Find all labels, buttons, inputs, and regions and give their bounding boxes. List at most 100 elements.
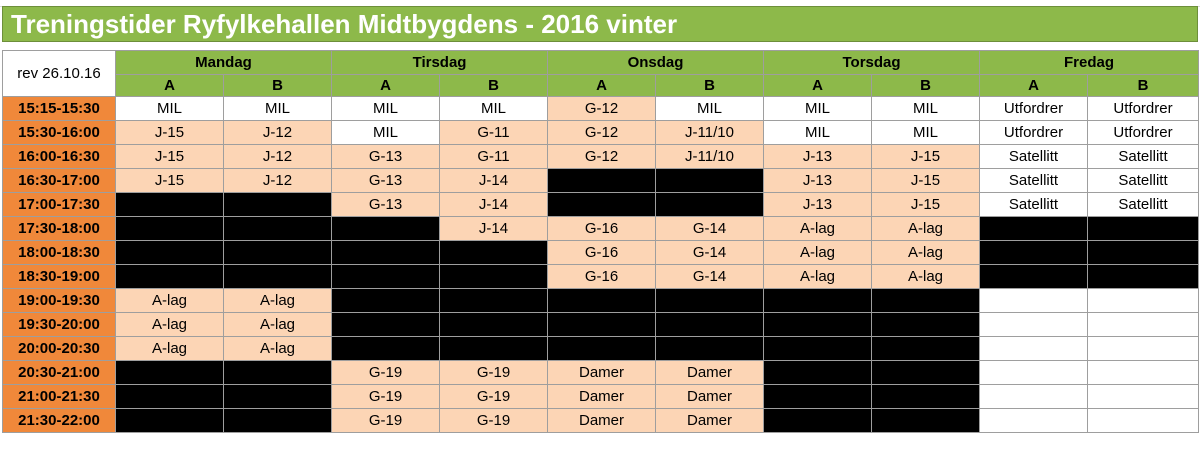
schedule-cell[interactable]: Damer: [655, 384, 765, 409]
schedule-cell[interactable]: Staal A-lag: [439, 312, 549, 337]
sub-header-b[interactable]: B: [222, 74, 333, 97]
sub-header-a[interactable]: A: [115, 74, 224, 97]
schedule-cell[interactable]: Staal A-lag: [979, 240, 1089, 265]
schedule-cell[interactable]: [1087, 312, 1200, 337]
schedule-cell[interactable]: Damer: [655, 360, 765, 385]
schedule-cell[interactable]: Staal JR-lag: [115, 408, 224, 433]
time-slot-cell[interactable]: 19:30-20:00: [2, 312, 116, 337]
schedule-cell[interactable]: MIL: [439, 96, 549, 121]
schedule-cell[interactable]: MIL: [655, 96, 765, 121]
schedule-cell[interactable]: Staal A-lag: [222, 192, 333, 217]
schedule-cell[interactable]: G-14: [655, 216, 765, 241]
day-header-onsdag[interactable]: Onsdag: [547, 50, 765, 75]
schedule-cell[interactable]: Staal Damer: [331, 264, 441, 289]
schedule-cell[interactable]: Staal A-lag: [439, 336, 549, 361]
sub-header-a[interactable]: A: [547, 74, 657, 97]
time-slot-cell[interactable]: 17:00-17:30: [2, 192, 116, 217]
schedule-cell[interactable]: G-19: [331, 360, 441, 385]
schedule-cell[interactable]: Staal JR-lag: [222, 360, 333, 385]
time-slot-cell[interactable]: 16:30-17:00: [2, 168, 116, 193]
schedule-cell[interactable]: J-15: [115, 144, 224, 169]
schedule-cell[interactable]: Staal A-lag: [1087, 216, 1200, 241]
schedule-cell[interactable]: A-lag: [115, 288, 224, 313]
schedule-cell[interactable]: Staal A-lag: [763, 336, 873, 361]
schedule-cell[interactable]: Utfordrer: [1087, 96, 1200, 121]
time-slot-cell[interactable]: 21:00-21:30: [2, 384, 116, 409]
schedule-cell[interactable]: Staal A-lag: [763, 288, 873, 313]
schedule-cell[interactable]: Staal JR-lag: [763, 360, 873, 385]
schedule-cell[interactable]: Satellitt: [1087, 168, 1200, 193]
schedule-cell[interactable]: MIL: [222, 96, 333, 121]
schedule-cell[interactable]: A-lag: [763, 216, 873, 241]
time-slot-cell[interactable]: 19:00-19:30: [2, 288, 116, 313]
sheet-title[interactable]: Treningstider Ryfylkehallen Midtbygdens …: [2, 6, 1198, 42]
schedule-cell[interactable]: Staal A-lag: [871, 336, 981, 361]
schedule-cell[interactable]: Staal A-lag: [115, 216, 224, 241]
schedule-cell[interactable]: Staal A-lag: [115, 192, 224, 217]
schedule-cell[interactable]: J-11/10: [655, 120, 765, 145]
schedule-cell[interactable]: [979, 336, 1089, 361]
time-slot-cell[interactable]: 17:30-18:00: [2, 216, 116, 241]
schedule-cell[interactable]: G-12: [547, 96, 657, 121]
schedule-cell[interactable]: Staal JR-lag: [115, 360, 224, 385]
schedule-cell[interactable]: A-lag: [222, 336, 333, 361]
schedule-cell[interactable]: MIL: [871, 96, 981, 121]
schedule-cell[interactable]: G-19: [439, 384, 549, 409]
sub-header-b[interactable]: B: [439, 74, 549, 97]
schedule-cell[interactable]: A-lag: [222, 288, 333, 313]
schedule-cell[interactable]: J-15: [115, 120, 224, 145]
schedule-cell[interactable]: G-12: [547, 144, 657, 169]
schedule-cell[interactable]: A-lag: [115, 312, 224, 337]
day-header-fredag[interactable]: Fredag: [979, 50, 1200, 75]
schedule-cell[interactable]: Staal G-16: [547, 192, 657, 217]
schedule-cell[interactable]: Staal Damer: [655, 336, 765, 361]
schedule-cell[interactable]: A-lag: [871, 264, 981, 289]
schedule-cell[interactable]: J-15: [871, 144, 981, 169]
schedule-cell[interactable]: A-lag: [871, 240, 981, 265]
schedule-cell[interactable]: Satellitt: [979, 192, 1089, 217]
schedule-cell[interactable]: Staal A-lag: [871, 288, 981, 313]
schedule-cell[interactable]: [979, 288, 1089, 313]
schedule-cell[interactable]: J-11/10: [655, 144, 765, 169]
time-slot-cell[interactable]: 21:30-22:00: [2, 408, 116, 433]
schedule-cell[interactable]: Staal JR-lag: [763, 408, 873, 433]
schedule-cell[interactable]: Staal A-lag: [331, 312, 441, 337]
schedule-cell[interactable]: Staal A-lag: [222, 240, 333, 265]
time-slot-cell[interactable]: 15:30-16:00: [2, 120, 116, 145]
schedule-cell[interactable]: Staal Damer: [547, 312, 657, 337]
schedule-cell[interactable]: Staal A-lag: [331, 288, 441, 313]
schedule-cell[interactable]: J-14: [439, 168, 549, 193]
schedule-cell[interactable]: G-14: [655, 264, 765, 289]
schedule-cell[interactable]: J-15: [871, 192, 981, 217]
day-header-torsdag[interactable]: Torsdag: [763, 50, 981, 75]
schedule-cell[interactable]: A-lag: [871, 216, 981, 241]
schedule-cell[interactable]: Staal JR-lag: [222, 384, 333, 409]
schedule-cell[interactable]: MIL: [763, 120, 873, 145]
schedule-cell[interactable]: Staal A-lag: [763, 312, 873, 337]
schedule-cell[interactable]: Staal Damer: [655, 312, 765, 337]
schedule-cell[interactable]: Damer: [547, 360, 657, 385]
schedule-cell[interactable]: J-12: [222, 168, 333, 193]
schedule-cell[interactable]: Staal Damer: [331, 240, 441, 265]
schedule-cell[interactable]: Satellitt: [979, 168, 1089, 193]
schedule-cell[interactable]: Utfordrer: [979, 120, 1089, 145]
schedule-cell[interactable]: J-12: [222, 120, 333, 145]
schedule-cell[interactable]: J-13: [763, 192, 873, 217]
schedule-cell[interactable]: J-12: [222, 144, 333, 169]
schedule-cell[interactable]: MIL: [115, 96, 224, 121]
schedule-cell[interactable]: Utfordrer: [1087, 120, 1200, 145]
schedule-cell[interactable]: [979, 384, 1089, 409]
day-header-mandag[interactable]: Mandag: [114, 50, 333, 75]
schedule-cell[interactable]: [979, 408, 1089, 433]
sub-header-b[interactable]: B: [871, 74, 981, 97]
sub-header-a[interactable]: A: [763, 74, 873, 97]
sub-header-b[interactable]: B: [1087, 74, 1200, 97]
schedule-cell[interactable]: Staal Damer: [331, 216, 441, 241]
schedule-cell[interactable]: MIL: [871, 120, 981, 145]
schedule-cell[interactable]: G-13: [331, 192, 441, 217]
sub-header-a[interactable]: A: [979, 74, 1089, 97]
schedule-cell[interactable]: G-16: [547, 216, 657, 241]
schedule-cell[interactable]: Staal JR-lag: [115, 384, 224, 409]
schedule-cell[interactable]: Staal A-lag: [439, 288, 549, 313]
schedule-cell[interactable]: [1087, 408, 1200, 433]
